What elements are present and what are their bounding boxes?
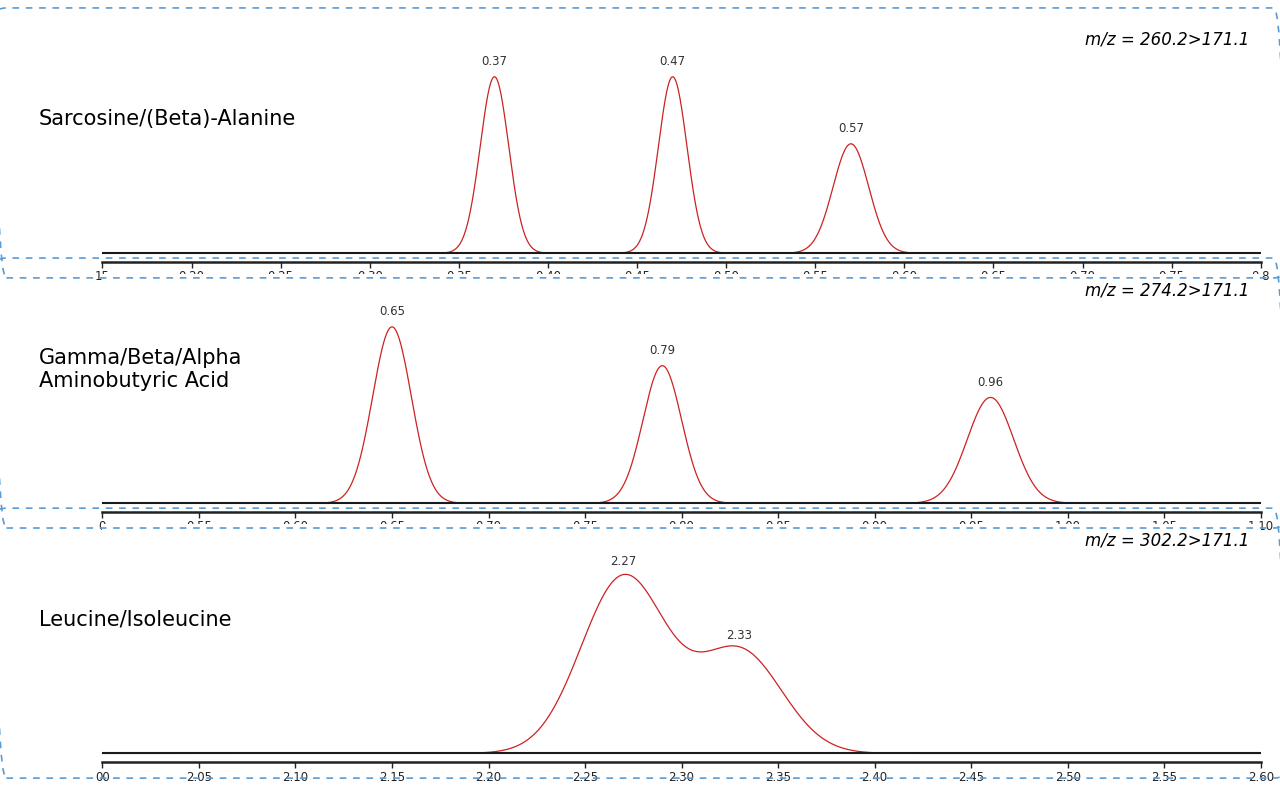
Text: 0.47: 0.47 (659, 55, 686, 68)
Text: Sarcosine/(Beta)-Alanine: Sarcosine/(Beta)-Alanine (38, 109, 296, 129)
Text: Leucine/Isoleucine: Leucine/Isoleucine (38, 609, 232, 630)
Text: Gamma/Beta/Alpha
Aminobutyric Acid: Gamma/Beta/Alpha Aminobutyric Acid (38, 348, 242, 391)
Text: 2.27: 2.27 (611, 555, 637, 569)
Text: 0.96: 0.96 (978, 376, 1004, 388)
Text: 2.33: 2.33 (727, 630, 753, 642)
Text: m/z = 260.2>171.1: m/z = 260.2>171.1 (1085, 31, 1249, 49)
Text: 0.37: 0.37 (481, 55, 507, 68)
Text: m/z = 302.2>171.1: m/z = 302.2>171.1 (1085, 531, 1249, 549)
Text: m/z = 274.2>171.1: m/z = 274.2>171.1 (1085, 281, 1249, 299)
Text: 0.57: 0.57 (838, 122, 864, 135)
Text: 0.79: 0.79 (649, 344, 676, 357)
Text: 0.65: 0.65 (379, 305, 404, 318)
